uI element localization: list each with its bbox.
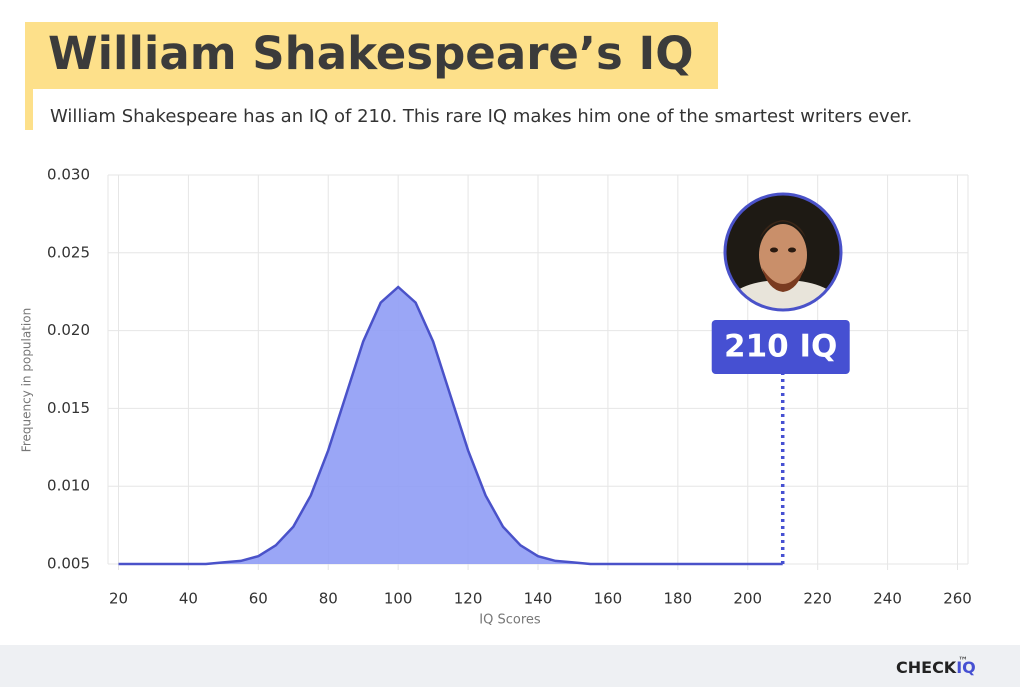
x-tick-label: 260 [943, 590, 972, 608]
title-stripe [25, 22, 33, 130]
marker-box [711, 320, 850, 374]
portrait [723, 192, 843, 312]
x-tick-label: 40 [179, 590, 198, 608]
x-tick-label: 140 [524, 590, 553, 608]
y-tick-label: 0.005 [47, 555, 90, 573]
x-tick-label: 180 [664, 590, 693, 608]
y-axis-label: Frequency in population [20, 308, 34, 452]
x-tick-label: 100 [384, 590, 413, 608]
marker-label: 210 IQ [724, 329, 837, 365]
x-axis-label: IQ Scores [479, 613, 541, 628]
y-tick-label: 0.010 [47, 477, 90, 495]
y-tick-label: 0.015 [47, 399, 90, 417]
brand: CHECKIQ [896, 658, 976, 677]
footer-bar [0, 645, 1020, 687]
x-tick-label: 240 [873, 590, 902, 608]
x-tick-label: 60 [249, 590, 268, 608]
trademark: ™ [958, 656, 968, 667]
brand-part: IQ [956, 658, 976, 677]
x-tick-label: 160 [594, 590, 623, 608]
x-tick-label: 80 [319, 590, 338, 608]
title-box [25, 22, 718, 89]
x-tick-label: 120 [454, 590, 483, 608]
x-tick-label: 20 [109, 590, 128, 608]
x-tick-label: 220 [803, 590, 832, 608]
area-fill [118, 287, 783, 564]
y-tick-label: 0.020 [47, 321, 90, 339]
y-tick-label: 0.025 [47, 243, 90, 261]
plot: 0.005 0.010 0.015 0.020 0.025 0.030 20 40 60 80 10… [47, 166, 972, 608]
x-tick-label: 200 [733, 590, 762, 608]
y-tick-label: 0.030 [47, 166, 90, 184]
area-line [118, 285, 783, 566]
brand-part: CHECK [896, 658, 957, 677]
chart-subtitle: William Shakespeare has an IQ of 210. Th… [50, 106, 912, 127]
chart-title: William Shakespeare’s IQ [48, 27, 693, 80]
